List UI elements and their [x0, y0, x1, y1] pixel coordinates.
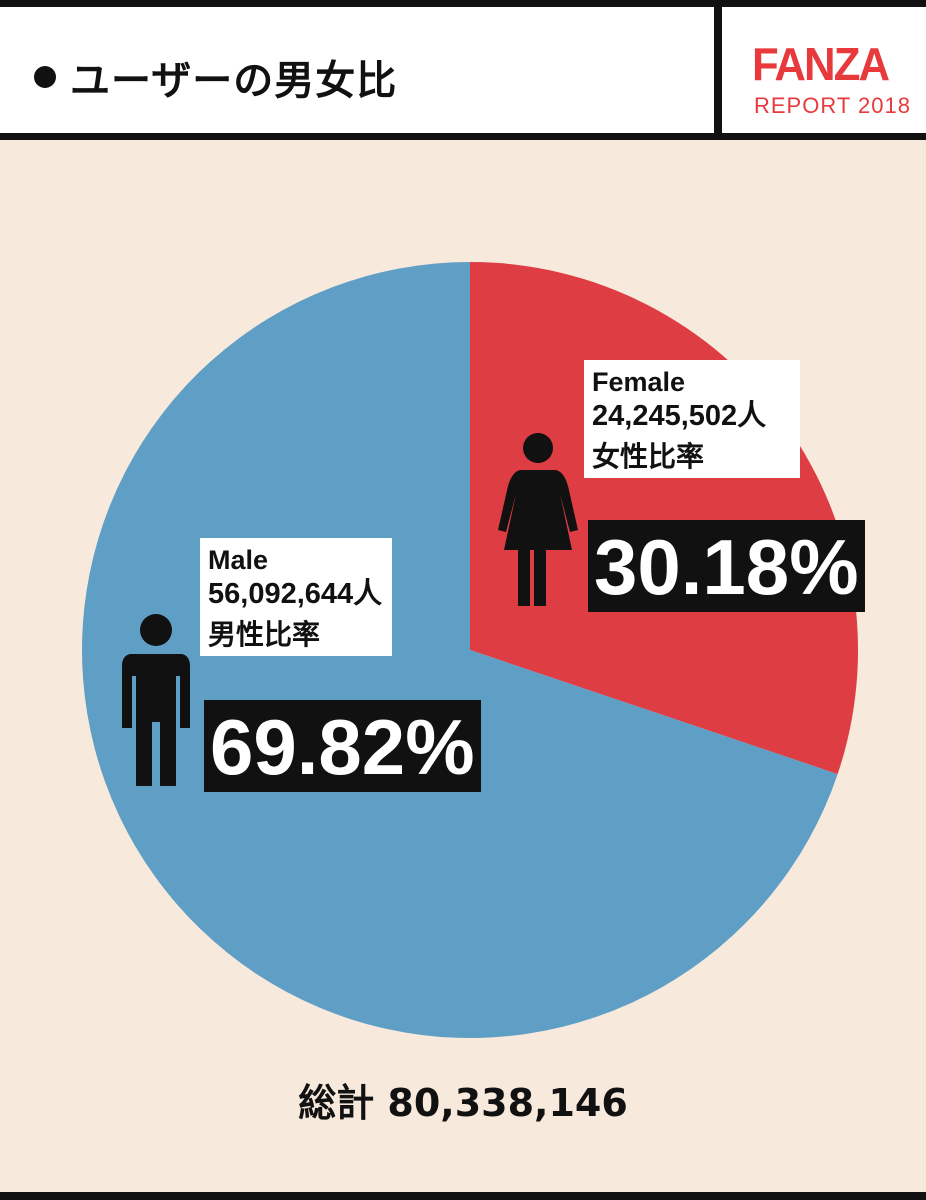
female-name: Female: [592, 367, 686, 397]
male-label: Male 56,092,644人 男性比率: [200, 538, 392, 657]
male-percent: 69.82%: [204, 700, 481, 792]
male-name: Male: [208, 545, 269, 575]
female-label: Female 24,245,502人 女性比率: [584, 360, 800, 479]
female-percent: 30.18%: [588, 520, 865, 612]
page-title: ユーザーの男女比: [34, 47, 397, 107]
bullet-icon: [34, 66, 56, 88]
page-title-text: ユーザーの男女比: [70, 58, 398, 104]
female-ratio-label: 女性比率: [592, 440, 705, 474]
header: ユーザーの男女比 FANZA REPORT 2018: [0, 0, 926, 140]
female-count: 24,245,502人: [592, 399, 767, 432]
pie-slice-male: [81, 262, 838, 1038]
total-label: 総計 80,338,146: [298, 1081, 628, 1125]
male-person-icon: [122, 614, 190, 786]
brand-subtitle: REPORT 2018: [754, 93, 911, 118]
male-count: 56,092,644人: [208, 577, 383, 610]
pie-slice-female: [470, 262, 858, 775]
header-divider: [714, 7, 722, 133]
female-person-icon: [498, 433, 578, 606]
brand-logo: FANZA: [752, 38, 890, 90]
male-ratio-label: 男性比率: [208, 618, 321, 652]
bottom-border: [0, 1192, 926, 1200]
